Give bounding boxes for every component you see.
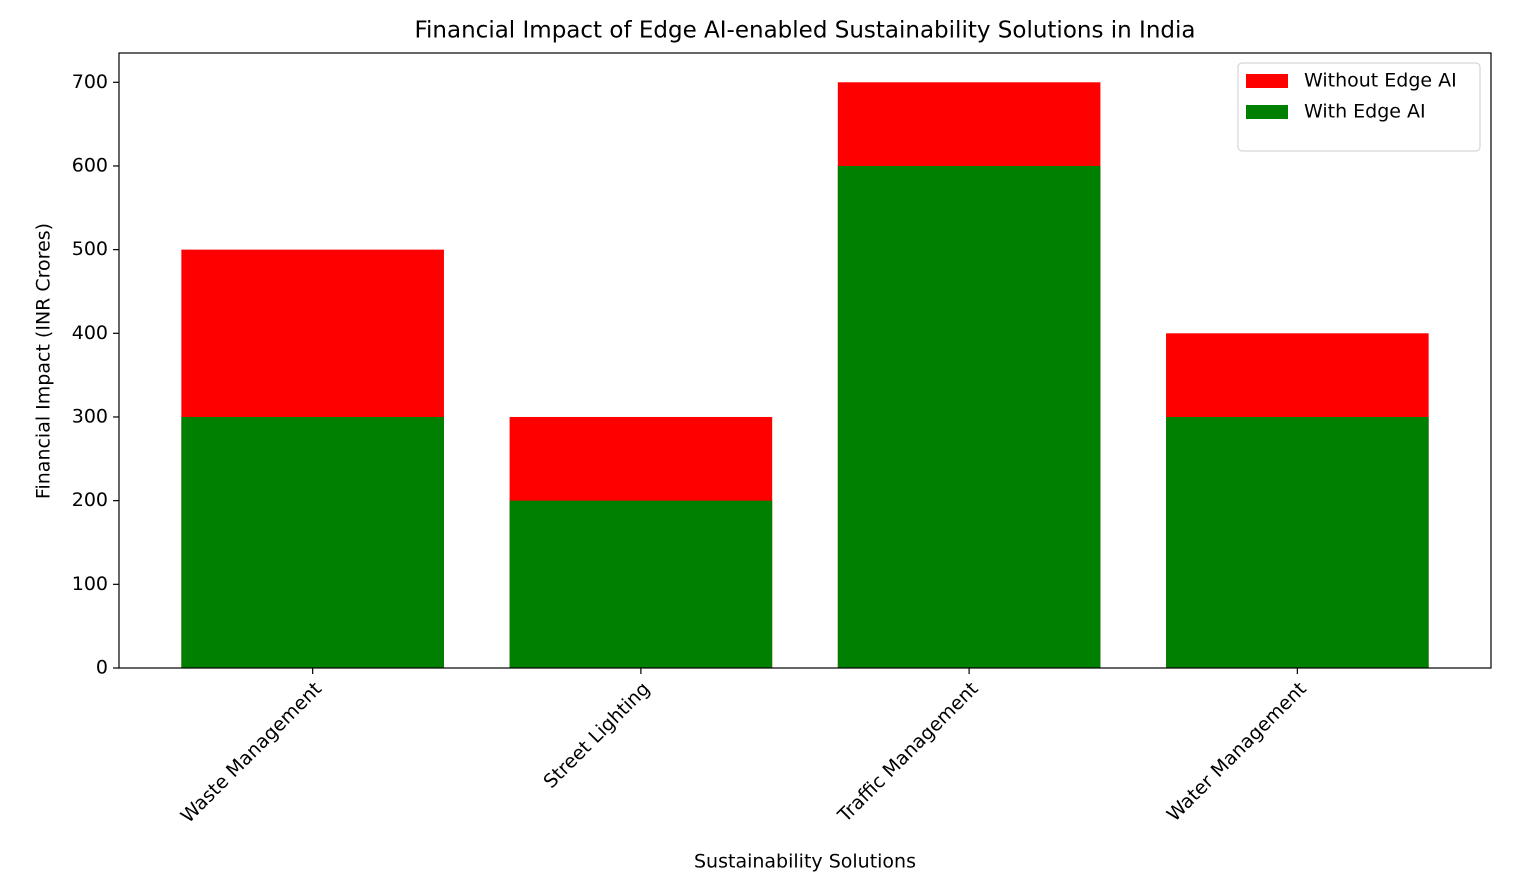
legend-swatch [1246, 74, 1288, 88]
y-tick-label: 200 [72, 489, 108, 511]
y-tick-label: 0 [96, 657, 108, 679]
legend-label: With Edge AI [1304, 101, 1426, 123]
chart-title: Financial Impact of Edge AI-enabled Sust… [414, 18, 1195, 44]
bar [181, 416, 444, 668]
x-tick-label: Waste Management [177, 678, 327, 828]
x-tick-label: Traffic Management [833, 678, 982, 827]
y-tick-label: 700 [72, 71, 108, 93]
bar [1166, 416, 1429, 668]
bar [837, 165, 1101, 669]
plot-frame [118, 52, 1492, 669]
y-tick-label: 300 [72, 405, 108, 427]
y-tick-label: 400 [72, 322, 108, 344]
legend-swatch [1246, 105, 1288, 119]
y-tick-label: 500 [72, 238, 108, 260]
legend: Without Edge AI With Edge AI [1237, 62, 1481, 152]
legend-label: Without Edge AI [1304, 70, 1457, 92]
y-axis-label: Financial Impact (INR Crores) [33, 223, 55, 499]
x-tick-label: Water Management [1163, 678, 1311, 826]
bar [509, 500, 773, 668]
y-tick-label: 100 [72, 573, 108, 595]
x-tick-label: Street Lighting [539, 678, 654, 793]
x-axis-label: Sustainability Solutions [694, 851, 916, 873]
legend-box [1237, 62, 1481, 152]
y-tick-label: 600 [72, 154, 108, 176]
